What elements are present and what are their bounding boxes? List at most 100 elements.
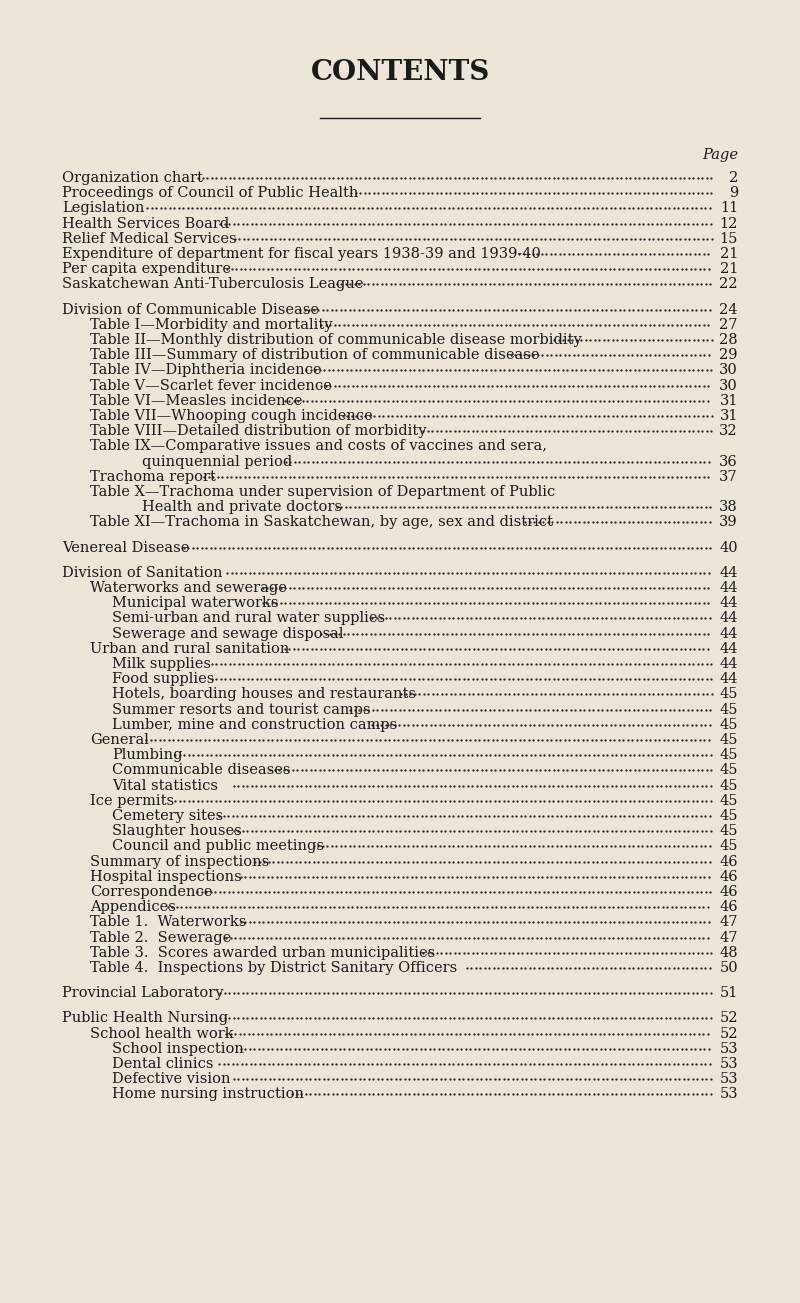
Text: 44: 44 — [719, 597, 738, 610]
Text: 45: 45 — [719, 794, 738, 808]
Text: 32: 32 — [719, 425, 738, 438]
Text: quinquennial period: quinquennial period — [142, 455, 292, 469]
Text: Summary of inspections: Summary of inspections — [90, 855, 270, 869]
Text: 45: 45 — [719, 825, 738, 838]
Text: Table V—Scarlet fever incidence: Table V—Scarlet fever incidence — [90, 379, 332, 392]
Text: Table VIII—Detailed distribution of morbidity: Table VIII—Detailed distribution of morb… — [90, 425, 426, 438]
Text: 2: 2 — [729, 171, 738, 185]
Text: 44: 44 — [719, 581, 738, 595]
Text: Table X—Trachoma under supervision of Department of Public: Table X—Trachoma under supervision of De… — [90, 485, 555, 499]
Text: 45: 45 — [719, 748, 738, 762]
Text: 29: 29 — [719, 348, 738, 362]
Text: Legislation: Legislation — [62, 202, 145, 215]
Text: Health and private doctors: Health and private doctors — [142, 500, 342, 515]
Text: Urban and rural sanitation: Urban and rural sanitation — [90, 642, 290, 655]
Text: 44: 44 — [719, 566, 738, 580]
Text: CONTENTS: CONTENTS — [310, 60, 490, 86]
Text: 44: 44 — [719, 627, 738, 641]
Text: Table 1.  Waterworks: Table 1. Waterworks — [90, 916, 246, 929]
Text: Table I—Morbidity and mortality: Table I—Morbidity and mortality — [90, 318, 333, 332]
Text: 40: 40 — [719, 541, 738, 555]
Text: 44: 44 — [719, 657, 738, 671]
Text: 51: 51 — [720, 986, 738, 1001]
Text: Table IV—Diphtheria incidence: Table IV—Diphtheria incidence — [90, 364, 322, 378]
Text: Table VI—Measles incidence: Table VI—Measles incidence — [90, 394, 302, 408]
Text: 52: 52 — [719, 1027, 738, 1041]
Text: Correspondence: Correspondence — [90, 885, 212, 899]
Text: General: General — [90, 734, 149, 747]
Text: 44: 44 — [719, 642, 738, 655]
Text: Division of Sanitation: Division of Sanitation — [62, 566, 222, 580]
Text: Relief Medical Services: Relief Medical Services — [62, 232, 237, 246]
Text: Organization chart: Organization chart — [62, 171, 203, 185]
Text: 46: 46 — [719, 885, 738, 899]
Text: Vital statistics: Vital statistics — [112, 779, 218, 792]
Text: 27: 27 — [719, 318, 738, 332]
Text: 37: 37 — [719, 470, 738, 483]
Text: Slaughter houses: Slaughter houses — [112, 825, 242, 838]
Text: 47: 47 — [719, 916, 738, 929]
Text: 52: 52 — [719, 1011, 738, 1025]
Text: 30: 30 — [719, 379, 738, 392]
Text: Table VII—Whooping cough incidence: Table VII—Whooping cough incidence — [90, 409, 373, 423]
Text: 39: 39 — [719, 516, 738, 529]
Text: 48: 48 — [719, 946, 738, 960]
Text: Per capita expenditure: Per capita expenditure — [62, 262, 231, 276]
Text: Council and public meetings: Council and public meetings — [112, 839, 324, 853]
Text: 47: 47 — [719, 930, 738, 945]
Text: Table III—Summary of distribution of communicable disease: Table III—Summary of distribution of com… — [90, 348, 539, 362]
Text: 53: 53 — [719, 1057, 738, 1071]
Text: Summer resorts and tourist camps: Summer resorts and tourist camps — [112, 702, 370, 717]
Text: Division of Communicable Disease: Division of Communicable Disease — [62, 302, 319, 317]
Text: Hotels, boarding houses and restaurants: Hotels, boarding houses and restaurants — [112, 688, 416, 701]
Text: Table II—Monthly distribution of communicable disease morbidity: Table II—Monthly distribution of communi… — [90, 334, 582, 347]
Text: Sewerage and sewage disposal: Sewerage and sewage disposal — [112, 627, 343, 641]
Text: 50: 50 — [719, 962, 738, 975]
Text: 45: 45 — [719, 702, 738, 717]
Text: Proceedings of Council of Public Health: Proceedings of Council of Public Health — [62, 186, 358, 201]
Text: Ice permits: Ice permits — [90, 794, 174, 808]
Text: Municipal waterworks: Municipal waterworks — [112, 597, 278, 610]
Text: Food supplies: Food supplies — [112, 672, 214, 687]
Text: Table 3.  Scores awarded urban municipalities: Table 3. Scores awarded urban municipali… — [90, 946, 435, 960]
Text: Dental clinics: Dental clinics — [112, 1057, 214, 1071]
Text: 15: 15 — [720, 232, 738, 246]
Text: Defective vision: Defective vision — [112, 1072, 230, 1087]
Text: Table 2.  Sewerage: Table 2. Sewerage — [90, 930, 231, 945]
Text: 31: 31 — [719, 409, 738, 423]
Text: Home nursing instruction: Home nursing instruction — [112, 1088, 304, 1101]
Text: 46: 46 — [719, 870, 738, 883]
Text: 21: 21 — [720, 262, 738, 276]
Text: Expenditure of department for fiscal years 1938-39 and 1939-40: Expenditure of department for fiscal yea… — [62, 248, 541, 261]
Text: 44: 44 — [719, 611, 738, 625]
Text: 31: 31 — [719, 394, 738, 408]
Text: Cemetery sites: Cemetery sites — [112, 809, 223, 823]
Text: 53: 53 — [719, 1072, 738, 1087]
Text: 28: 28 — [719, 334, 738, 347]
Text: 22: 22 — [719, 278, 738, 292]
Text: 12: 12 — [720, 216, 738, 231]
Text: Provincial Laboratory: Provincial Laboratory — [62, 986, 223, 1001]
Text: Plumbing: Plumbing — [112, 748, 182, 762]
Text: School inspection: School inspection — [112, 1042, 244, 1055]
Text: Table IX—Comparative issues and costs of vaccines and sera,: Table IX—Comparative issues and costs of… — [90, 439, 547, 453]
Text: Table 4.  Inspections by District Sanitary Officers: Table 4. Inspections by District Sanitar… — [90, 962, 458, 975]
Text: 45: 45 — [719, 779, 738, 792]
Text: 45: 45 — [719, 809, 738, 823]
Text: 45: 45 — [719, 839, 738, 853]
Text: Lumber, mine and construction camps: Lumber, mine and construction camps — [112, 718, 398, 732]
Text: 45: 45 — [719, 734, 738, 747]
Text: 46: 46 — [719, 855, 738, 869]
Text: 21: 21 — [720, 248, 738, 261]
Text: 11: 11 — [720, 202, 738, 215]
Text: Milk supplies: Milk supplies — [112, 657, 211, 671]
Text: Saskatchewan Anti-Tuberculosis League: Saskatchewan Anti-Tuberculosis League — [62, 278, 363, 292]
Text: 53: 53 — [719, 1042, 738, 1055]
Text: 45: 45 — [719, 718, 738, 732]
Text: 45: 45 — [719, 688, 738, 701]
Text: 36: 36 — [719, 455, 738, 469]
Text: Venereal Disease: Venereal Disease — [62, 541, 190, 555]
Text: Page: Page — [702, 149, 738, 162]
Text: 53: 53 — [719, 1088, 738, 1101]
Text: Communicable diseases: Communicable diseases — [112, 764, 290, 778]
